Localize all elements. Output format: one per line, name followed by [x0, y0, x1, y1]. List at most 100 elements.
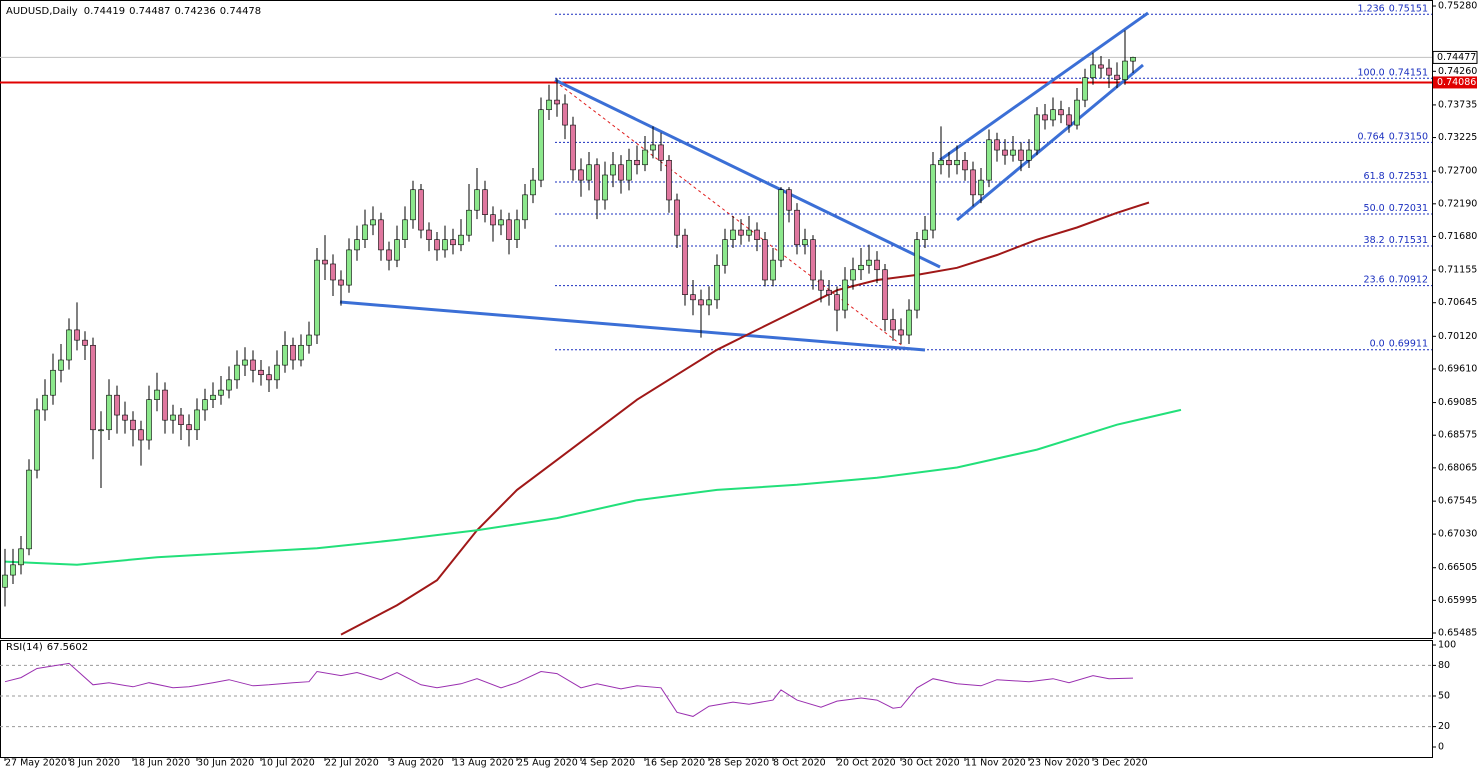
x-tick-label: 27 May 2020 — [5, 758, 67, 769]
x-tick-label: 3 Aug 2020 — [389, 758, 444, 769]
price-marks — [2, 30, 1182, 717]
fib-price: 0.75151 — [1389, 3, 1428, 14]
candle-body — [866, 259, 872, 266]
candle-body — [658, 144, 664, 161]
candle-body — [402, 219, 408, 240]
candle-body — [506, 219, 512, 240]
candle-body — [906, 309, 912, 336]
channel-line — [956, 63, 1144, 222]
candle-body — [18, 548, 24, 566]
candle-body — [994, 139, 1000, 151]
y-tick-label: 0.74260 — [1438, 66, 1477, 77]
fib-price: 0.71531 — [1389, 234, 1428, 245]
rsi-tick-label: 80 — [1438, 660, 1450, 671]
x-tick-label: 30 Oct 2020 — [901, 758, 960, 769]
fib-price: 0.72531 — [1389, 170, 1428, 181]
drawings — [339, 11, 1149, 352]
fib-ratio: 0.0 — [1370, 338, 1385, 349]
y-tick-label: 0.69610 — [1438, 363, 1477, 374]
candle-body — [162, 389, 168, 421]
bid-label: 0.74477 — [1437, 52, 1476, 63]
candle-body — [410, 189, 416, 221]
candle-body — [1066, 114, 1072, 126]
candle-body — [474, 189, 480, 211]
candle-body — [1010, 149, 1016, 156]
fib-label: 0.764 0.73150 — [1358, 131, 1429, 142]
candle-body — [746, 229, 752, 236]
candle-body — [114, 394, 120, 416]
resistance-label: 0.74086 — [1437, 77, 1476, 88]
candle-body — [554, 99, 560, 105]
candle-body — [34, 409, 40, 471]
candle-body — [266, 374, 272, 381]
candle-body — [810, 239, 816, 281]
x-tick-label: 22 Jul 2020 — [325, 758, 379, 769]
y-tick-label: 0.67030 — [1438, 529, 1477, 540]
candle-body — [234, 364, 240, 381]
candle-body — [978, 179, 984, 196]
candle-body — [1082, 77, 1088, 101]
candle-body — [1114, 74, 1120, 80]
y-tick-label: 0.73225 — [1438, 132, 1477, 143]
candle-body — [706, 299, 712, 306]
candle-body — [882, 269, 888, 320]
moving-average — [340, 201, 1150, 636]
candle-body — [250, 359, 256, 371]
candle-body — [610, 164, 616, 176]
fib-anchor-line — [559, 84, 909, 351]
candle-body — [274, 364, 280, 381]
candle-body — [634, 159, 640, 166]
x-tick-label: 23 Nov 2020 — [1029, 758, 1090, 769]
candle-body — [378, 219, 384, 251]
candle-body — [1130, 57, 1136, 62]
candle-body — [218, 389, 224, 396]
candle-body — [834, 294, 840, 311]
candle-body — [722, 239, 728, 266]
candle-body — [946, 159, 952, 166]
candle-body — [1002, 149, 1008, 156]
candle-body — [242, 359, 248, 366]
candle-body — [154, 389, 160, 400]
candle-body — [594, 164, 600, 201]
candle-body — [914, 239, 920, 311]
candle-body — [890, 319, 896, 331]
candle-body — [442, 239, 448, 251]
x-tick-label: 4 Sep 2020 — [581, 758, 635, 769]
candle-body — [986, 139, 992, 181]
candle-body — [802, 239, 808, 246]
high: 0.74487 — [129, 6, 170, 17]
fib-price: 0.74151 — [1389, 67, 1428, 78]
fib-ratio: 0.764 — [1358, 131, 1385, 142]
candle-body — [466, 209, 472, 236]
fib-label: 61.8 0.72531 — [1364, 170, 1428, 181]
candle-body — [282, 344, 288, 366]
candle-body — [674, 199, 680, 236]
y-tick-label: 0.65485 — [1438, 628, 1477, 639]
x-tick-label: 16 Sep 2020 — [645, 758, 705, 769]
candle-body — [98, 429, 104, 432]
fib-label: 50.0 0.72031 — [1364, 202, 1428, 213]
trend-line — [554, 78, 941, 269]
candle-body — [386, 249, 392, 261]
candle-body — [962, 159, 968, 171]
fib-label: 23.6 0.70912 — [1364, 274, 1428, 285]
y-tick-label: 0.67545 — [1438, 496, 1477, 507]
candle-body — [50, 369, 56, 396]
fib-price: 0.69911 — [1389, 338, 1428, 349]
candle-body — [362, 224, 368, 240]
candle-body — [730, 229, 736, 240]
rsi-title: RSI(14) 67.5602 — [6, 642, 88, 653]
candle-body — [370, 219, 376, 226]
y-tick-label: 0.75280 — [1438, 1, 1477, 12]
candle-body — [178, 414, 184, 425]
candle-body — [1058, 109, 1064, 116]
candle-body — [586, 164, 592, 181]
candle-body — [858, 264, 864, 271]
candle-body — [186, 424, 192, 431]
candle-body — [1090, 64, 1096, 79]
candle-body — [714, 264, 720, 301]
fib-ratio: 61.8 — [1364, 170, 1385, 181]
fib-price: 0.70912 — [1389, 274, 1428, 285]
